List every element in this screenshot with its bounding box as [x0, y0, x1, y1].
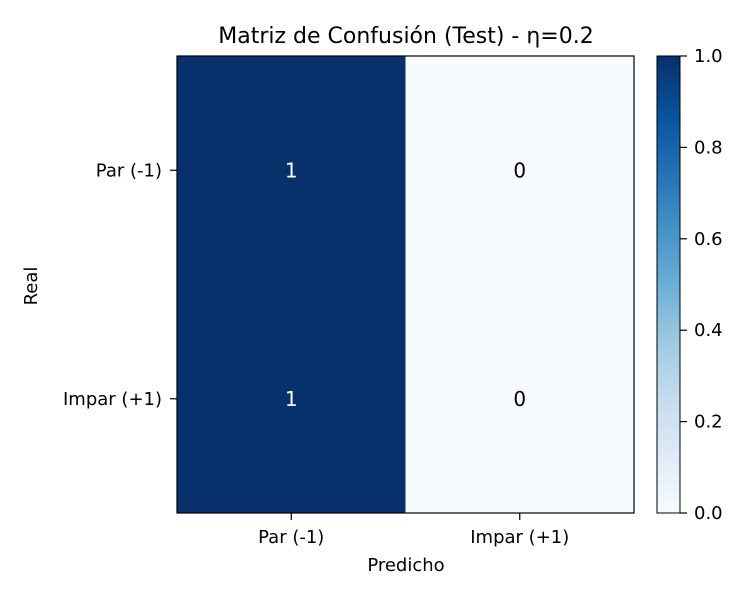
heatmap-cell — [405, 56, 634, 285]
y-axis-label: Real — [21, 267, 42, 306]
x-tick-label: Impar (+1) — [470, 527, 569, 548]
x-axis-label: Predicho — [367, 555, 444, 576]
cell-value-label: 1 — [285, 387, 298, 411]
chart-title: Matriz de Confusión (Test) - η=0.2 — [218, 24, 593, 49]
heatmap-cells — [177, 56, 634, 513]
colorbar-tick-label: 0.2 — [694, 412, 723, 433]
x-tick-label: Par (-1) — [258, 527, 324, 548]
y-axis-ticks: Par (-1) Impar (+1) — [63, 160, 177, 410]
x-axis-ticks: Par (-1) Impar (+1) — [258, 513, 569, 548]
colorbar-tick-label: 0.6 — [694, 229, 723, 250]
cell-value-label: 0 — [513, 387, 526, 411]
colorbar-tick-label: 0.4 — [694, 320, 723, 341]
y-tick-label: Impar (+1) — [63, 389, 162, 410]
heatmap-cell — [177, 56, 406, 285]
heatmap-cell-labels: 1 0 1 0 — [285, 158, 526, 411]
y-tick-label: Par (-1) — [96, 160, 162, 181]
colorbar — [656, 55, 681, 514]
colorbar-tick-label: 0.8 — [694, 137, 723, 158]
cell-value-label: 0 — [513, 158, 526, 182]
colorbar-tick-label: 0.0 — [694, 503, 723, 524]
colorbar-tick-label: 1.0 — [694, 46, 723, 67]
colorbar-ticks: 0.0 0.2 0.4 0.6 0.8 1.0 — [680, 46, 723, 524]
cell-value-label: 1 — [285, 158, 298, 182]
heatmap-cell — [405, 284, 634, 513]
plot-frame — [176, 55, 635, 514]
heatmap-cell — [177, 284, 406, 513]
